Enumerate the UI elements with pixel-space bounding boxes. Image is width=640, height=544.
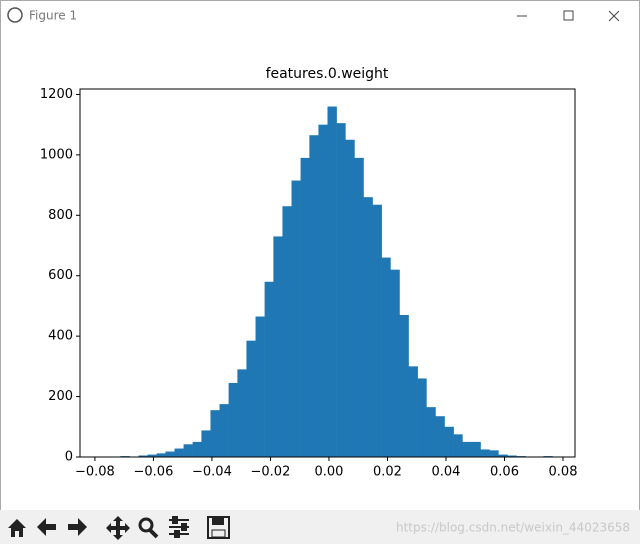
- plot-area: −0.08 −0.06 −0.04 −0.02 0.00 0.02 0.04 0.06 0.08…: [40, 87, 578, 480]
- configure-button[interactable]: [169, 516, 189, 538]
- bar: [237, 369, 247, 457]
- bar: [147, 454, 157, 457]
- y-tick-label: 800: [48, 208, 73, 223]
- bar: [498, 454, 508, 457]
- x-tick-label: 0.02: [373, 465, 402, 480]
- x-tick-label: 0.08: [549, 465, 578, 480]
- bar: [138, 455, 148, 457]
- pan-button[interactable]: [106, 516, 130, 540]
- y-tick-label: 200: [48, 389, 73, 404]
- y-tick-label: 400: [48, 329, 73, 344]
- watermark: https://blog.csdn.net/weixin_44023658: [396, 521, 630, 535]
- bar: [453, 434, 463, 457]
- axes-frame: [79, 88, 576, 458]
- bar: [300, 157, 310, 457]
- y-tick-label: 1000: [40, 147, 73, 162]
- bar: [336, 123, 346, 458]
- bar: [426, 407, 436, 457]
- bar: [471, 441, 481, 457]
- bar: [417, 378, 427, 457]
- save-button[interactable]: [207, 516, 230, 539]
- bar: [219, 404, 229, 457]
- y-tick-label: 0: [65, 450, 73, 465]
- home-button[interactable]: [8, 519, 26, 537]
- y-tick-label: 600: [48, 268, 73, 283]
- bar: [309, 135, 319, 457]
- bar: [210, 410, 220, 457]
- x-tick-label: 0.06: [490, 465, 519, 480]
- window-title: Figure 1: [29, 9, 77, 23]
- close-button[interactable]: [608, 10, 620, 22]
- bar: [363, 197, 373, 458]
- bar: [354, 157, 364, 457]
- zoom-button[interactable]: [138, 517, 159, 539]
- bar: [264, 281, 274, 457]
- bar: [327, 106, 337, 458]
- bar: [255, 316, 265, 457]
- bar: [201, 430, 211, 457]
- maximize-button[interactable]: [563, 10, 574, 21]
- bar: [345, 139, 355, 458]
- toolbar: [0, 510, 640, 544]
- bar: [318, 124, 328, 457]
- x-tick-label: 0.04: [432, 465, 461, 480]
- forward-button[interactable]: [68, 518, 87, 536]
- bar: [390, 269, 400, 457]
- bar: [381, 257, 391, 457]
- bar: [228, 382, 238, 457]
- app-icon: [7, 7, 23, 23]
- bar: [444, 426, 454, 457]
- bar: [165, 451, 175, 457]
- bar: [399, 314, 409, 457]
- bar: [183, 444, 193, 457]
- bar: [156, 453, 166, 457]
- bar: [435, 416, 445, 457]
- bar: [462, 441, 472, 457]
- bar: [372, 204, 382, 457]
- x-tick-label: −0.08: [75, 465, 115, 480]
- x-tick-label: −0.06: [134, 465, 174, 480]
- chart-title: features.0.weight: [266, 66, 389, 82]
- toolbar-buttons: [8, 516, 230, 540]
- bar: [507, 455, 517, 457]
- bar: [408, 366, 418, 457]
- bar: [480, 449, 490, 457]
- bar: [246, 340, 256, 457]
- bar: [273, 236, 283, 457]
- bar: [291, 180, 301, 457]
- x-tick-label: −0.02: [251, 465, 291, 480]
- bar: [282, 206, 292, 457]
- y-tick-label: 1200: [40, 87, 73, 102]
- bar: [192, 441, 202, 457]
- x-tick-label: −0.04: [192, 465, 232, 480]
- bar: [489, 450, 499, 457]
- back-button[interactable]: [37, 518, 56, 536]
- x-tick-label: 0.00: [314, 465, 343, 480]
- bar: [174, 448, 184, 457]
